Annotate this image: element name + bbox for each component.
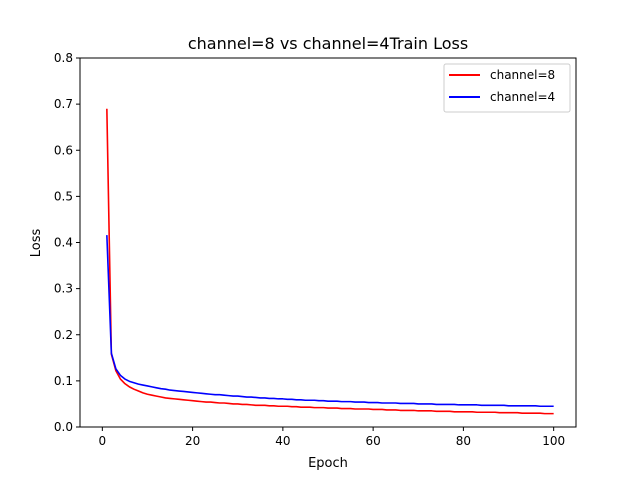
- y-axis: 0.0 0.1 0.2 0.3 0.4 0.5 0.6 0.7 0.8: [54, 51, 80, 434]
- y-tick-label: 0.7: [54, 97, 73, 111]
- plot-area: [106, 108, 554, 415]
- x-tick-label: 100: [542, 434, 565, 448]
- x-tick-label: 60: [365, 434, 380, 448]
- series-line-channel-4: [106, 235, 554, 408]
- x-tick-label: 80: [456, 434, 471, 448]
- y-tick-label: 0.2: [54, 328, 73, 342]
- y-tick-label: 0.3: [54, 282, 73, 296]
- y-tick-label: 0.6: [54, 143, 73, 157]
- x-axis: 0 20 40 60 80 100: [99, 427, 565, 448]
- legend-label-channel-8: channel=8: [490, 68, 555, 82]
- legend: channel=8 channel=4: [443, 63, 571, 113]
- plot-frame: [79, 57, 577, 428]
- y-tick-label: 0.0: [54, 420, 73, 434]
- series-line-channel-8: [106, 108, 554, 415]
- y-tick-label: 0.8: [54, 51, 73, 65]
- x-tick-label: 20: [185, 434, 200, 448]
- y-tick-label: 0.1: [54, 374, 73, 388]
- chart-title: channel=8 vs channel=4Train Loss: [188, 34, 468, 53]
- y-tick-label: 0.4: [54, 236, 73, 250]
- x-tick-label: 0: [99, 434, 107, 448]
- x-tick-label: 40: [275, 434, 290, 448]
- legend-label-channel-4: channel=4: [490, 90, 555, 104]
- y-tick-label: 0.5: [54, 189, 73, 203]
- x-axis-label: Epoch: [308, 456, 348, 471]
- y-axis-label: Loss: [29, 229, 44, 258]
